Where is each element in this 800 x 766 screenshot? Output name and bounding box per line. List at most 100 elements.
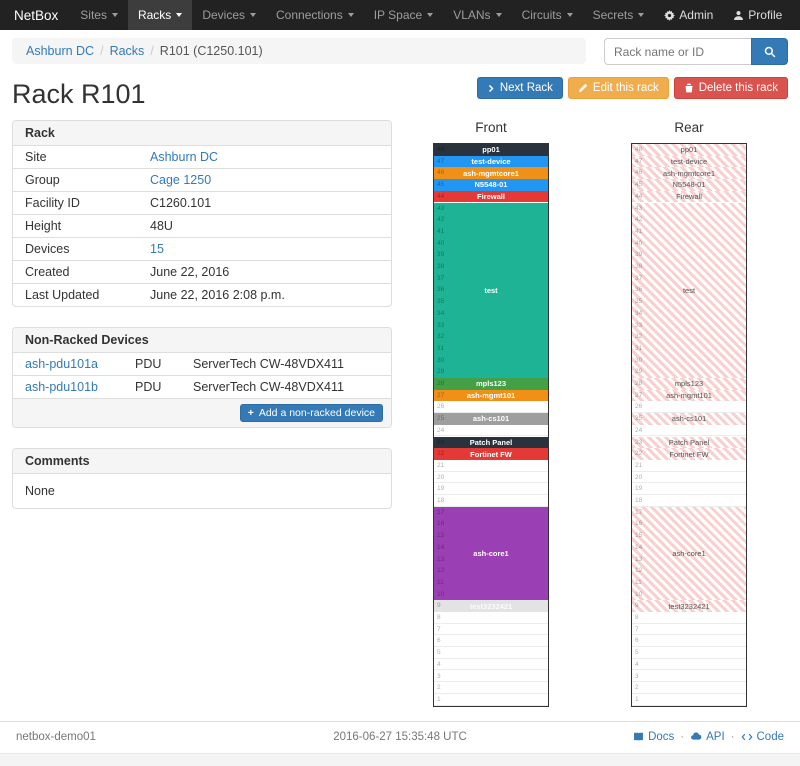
nav-right: Admin Profile Log out (654, 0, 800, 30)
nav-item-log-out[interactable]: Log out (792, 0, 800, 30)
rack-actions: Next Rack Edit this rack Delete this rac… (476, 77, 788, 99)
rack-device-ash-mgmt101[interactable]: ash-mgmt101 (434, 389, 548, 402)
device-name-link[interactable]: ash-pdu101a (25, 357, 98, 371)
rack-device-ash-cs101[interactable]: ash-cs101 (434, 413, 548, 425)
rack-device-test-device[interactable]: test-device (434, 155, 548, 168)
delete-rack-button[interactable]: Delete this rack (673, 77, 788, 99)
rack-device-ash-core1[interactable]: ash-core1 (632, 506, 746, 601)
attr-label: Facility ID (13, 191, 138, 215)
search-input[interactable] (604, 38, 751, 65)
attr-value: C1260.101 (138, 191, 391, 215)
attr-value: Cage 1250 (138, 168, 391, 192)
rack-device-ash-cs101[interactable]: ash-cs101 (632, 413, 746, 425)
footer-link-separator: · (680, 730, 685, 743)
chevron-right-icon (487, 84, 495, 93)
attr-value: 15 (138, 237, 391, 261)
nav-item-devices[interactable]: Devices (192, 0, 266, 30)
chevron-down-icon (176, 13, 183, 17)
breadcrumb-item-racks[interactable]: Racks (109, 44, 145, 58)
bottom-strip (0, 752, 800, 766)
nav-item-connections[interactable]: Connections (266, 0, 364, 30)
device-type-cell: ServerTech CW-48VDX411 (193, 357, 344, 371)
attr-value-devices[interactable]: 15 (150, 242, 164, 256)
nav-item-label: Circuits (521, 8, 562, 22)
device-name-cell: ash-pdu101b (13, 375, 123, 398)
rack-device-patch-panel[interactable]: Patch Panel (632, 436, 746, 449)
nav-item-vlans[interactable]: VLANs (443, 0, 511, 30)
add-non-racked-device-button[interactable]: + Add a non-racked device (239, 404, 383, 422)
nav-item-profile[interactable]: Profile (723, 0, 792, 30)
rack-slot (434, 635, 548, 648)
footer-link-label: API (706, 730, 725, 743)
device-name-link[interactable]: ash-pdu101b (25, 380, 98, 394)
nav-item-secrets[interactable]: Secrets (583, 0, 655, 30)
plus-icon: + (247, 407, 254, 419)
app-brand[interactable]: NetBox (14, 7, 59, 23)
rack-slot (632, 460, 746, 472)
rack-device-test[interactable]: test (632, 202, 746, 378)
rack-device-fortinet-fw[interactable]: Fortinet FW (434, 448, 548, 460)
edit-rack-label: Edit this rack (592, 82, 659, 94)
rack-device-ash-core1[interactable]: ash-core1 (434, 506, 548, 601)
rack-device-patch-panel[interactable]: Patch Panel (434, 436, 548, 449)
footer-link-api[interactable]: API (690, 731, 725, 743)
rack-slot (632, 483, 746, 495)
nav-item-racks[interactable]: Racks (127, 0, 193, 30)
rack-slot (632, 624, 746, 636)
rack-device-test3232421[interactable]: test3232421 (632, 600, 746, 612)
rack-device-ash-mgmtcore1[interactable]: ash-mgmtcore1 (434, 167, 548, 180)
next-rack-button[interactable]: Next Rack (476, 77, 563, 99)
rack-device-pp01[interactable]: pp01 (632, 144, 746, 156)
attr-value-group[interactable]: Cage 1250 (150, 173, 212, 187)
footer-link-code[interactable]: Code (741, 731, 784, 743)
nav-item-admin[interactable]: Admin (654, 0, 723, 30)
rack-device-firewall[interactable]: Firewall (434, 190, 548, 203)
rack-attr-row: Last Updated June 22, 2016 2:08 p.m. (13, 283, 391, 306)
search-icon (764, 46, 776, 58)
rack-elevation-rear: Rear pp01 test-device ash-mgmtcore1 N5548-0… (631, 120, 747, 707)
rack-device-test[interactable]: test (434, 202, 548, 378)
nav-item-label: Sites (80, 8, 107, 22)
rack-device-test3232421[interactable]: test3232421 (434, 600, 548, 612)
rack-device-firewall[interactable]: Firewall (632, 190, 746, 203)
breadcrumb-item-ashburn-dc[interactable]: Ashburn DC (26, 44, 95, 58)
edit-rack-button[interactable]: Edit this rack (567, 77, 669, 99)
search-button[interactable] (751, 38, 788, 65)
nav-item-ip-space[interactable]: IP Space (364, 0, 443, 30)
breadcrumb-separator: / (150, 44, 154, 58)
chevron-down-icon (250, 13, 256, 17)
rack-device-n5548-01[interactable]: N5548-01 (632, 179, 746, 191)
rack-device-pp01[interactable]: pp01 (434, 144, 548, 156)
nav-item-circuits[interactable]: Circuits (512, 0, 583, 30)
nav-item-label: IP Space (373, 8, 423, 22)
rack-slot (434, 647, 548, 659)
rack-device-mpls123[interactable]: mpls123 (632, 378, 746, 390)
attr-value-site[interactable]: Ashburn DC (150, 150, 219, 164)
rack-device-ash-mgmtcore1[interactable]: ash-mgmtcore1 (632, 167, 746, 180)
non-racked-device-row: ash-pdu101b PDU ServerTech CW-48VDX411 (13, 375, 391, 398)
attr-value-last-updated: June 22, 2016 2:08 p.m. (150, 288, 285, 302)
hostname: netbox-demo01 (16, 730, 96, 743)
breadcrumb: Ashburn DC / Racks / R101 (C1250.101) (12, 38, 586, 64)
rack-search-group (604, 38, 788, 65)
nav-item-sites[interactable]: Sites (70, 0, 128, 30)
nav-item-label: VLANs (453, 8, 491, 22)
chevron-down-icon (347, 13, 354, 17)
rack-slot (434, 671, 548, 683)
rack-device-test-device[interactable]: test-device (632, 155, 746, 168)
rack-slot (632, 671, 746, 683)
rack-slot (632, 401, 746, 414)
rear-title: Rear (674, 120, 704, 135)
chevron-down-icon (427, 13, 434, 17)
non-racked-panel-heading: Non-Racked Devices (13, 328, 391, 353)
page-title: Rack R101 (12, 79, 146, 109)
footer-link-docs[interactable]: Docs (633, 731, 674, 743)
rack-device-fortinet-fw[interactable]: Fortinet FW (632, 448, 746, 460)
nav-item-label: Connections (276, 8, 343, 22)
rack-slot (632, 495, 746, 507)
rack-device-mpls123[interactable]: mpls123 (434, 378, 548, 390)
rack-device-n5548-01[interactable]: N5548-01 (434, 179, 548, 191)
rack-info-panel-heading: Rack (13, 121, 391, 146)
rack-device-ash-mgmt101[interactable]: ash-mgmt101 (632, 389, 746, 402)
non-racked-devices-panel: Non-Racked Devices ash-pdu101a PDU ServerT… (12, 327, 392, 428)
